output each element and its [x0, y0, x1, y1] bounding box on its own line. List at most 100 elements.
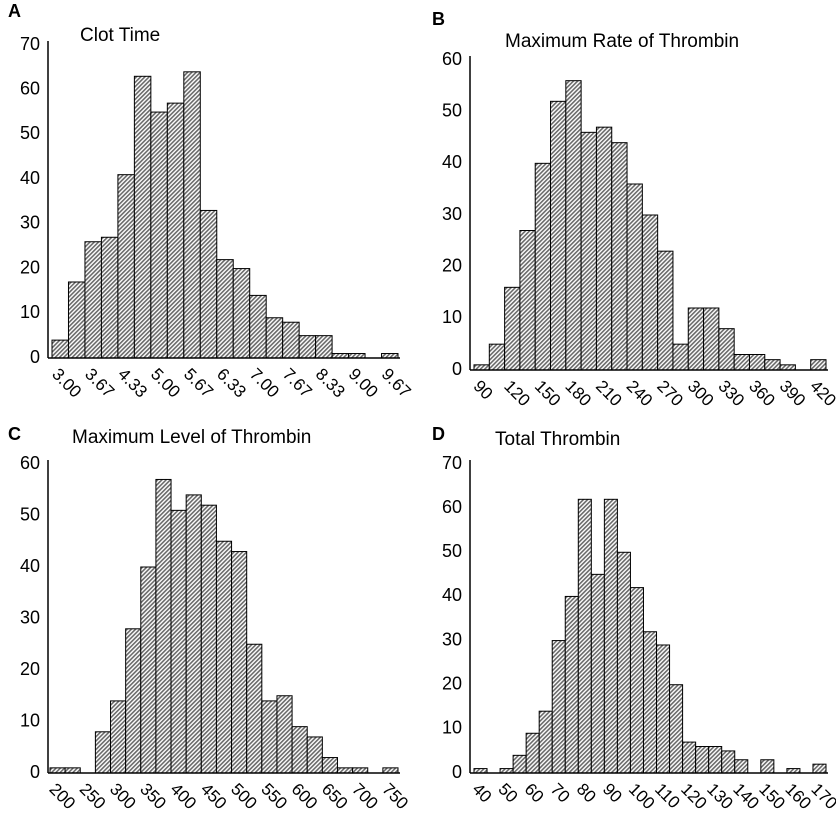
x-tick-label: 140: [729, 780, 762, 813]
bar: [504, 286, 521, 371]
x-tick-label: 400: [167, 780, 200, 813]
x-tick-label: 5.00: [147, 365, 184, 402]
y-tick-label: 10: [442, 718, 462, 738]
y-tick-label: 10: [442, 307, 462, 327]
bar: [170, 509, 187, 774]
bar: [525, 732, 540, 774]
bar: [183, 71, 201, 359]
bar: [249, 294, 267, 359]
bar: [626, 183, 643, 371]
y-tick-label: 10: [20, 710, 40, 730]
bar: [657, 250, 674, 371]
x-tick-label: 80: [573, 780, 600, 807]
x-tick-label: 160: [781, 780, 814, 813]
x-tick-label: 120: [677, 780, 710, 813]
bar: [298, 335, 317, 359]
x-tick-label: 90: [599, 780, 626, 807]
y-tick-label: 60: [442, 49, 462, 69]
bar: [140, 566, 157, 774]
bar: [215, 540, 233, 774]
bar: [733, 354, 750, 371]
y-tick-label: 10: [20, 302, 40, 322]
x-tick-label: 250: [76, 780, 109, 813]
bar: [565, 80, 582, 371]
x-tick-label: 7.00: [246, 365, 283, 402]
bar: [306, 736, 323, 774]
bar: [276, 695, 293, 774]
bar: [336, 767, 354, 774]
bar: [261, 700, 278, 774]
x-tick-label: 50: [495, 780, 522, 807]
bar: [603, 498, 618, 774]
bar: [779, 364, 796, 371]
bar: [84, 241, 102, 359]
chart-title: Maximum Rate of Thrombin: [505, 31, 739, 52]
x-tick-label: 500: [227, 780, 260, 813]
y-tick-label: 50: [442, 541, 462, 561]
x-tick-label: 130: [703, 780, 736, 813]
y-tick-label: 50: [442, 100, 462, 120]
x-tick-label: 150: [755, 780, 788, 813]
bar: [321, 757, 338, 774]
bar: [488, 343, 506, 371]
y-tick-label: 40: [20, 556, 40, 576]
bar: [51, 339, 69, 359]
bar: [519, 230, 536, 371]
x-tick-label: 110: [651, 780, 684, 813]
bar: [580, 131, 597, 371]
x-tick-label: 120: [500, 377, 533, 410]
x-tick-label: 420: [806, 377, 836, 410]
chart-title: Total Thrombin: [495, 429, 620, 450]
bar: [641, 214, 659, 371]
bar: [672, 343, 689, 371]
bar: [534, 162, 552, 371]
bar: [125, 628, 142, 774]
bar: [315, 335, 333, 359]
bar: [656, 644, 671, 774]
y-tick-label: 60: [20, 453, 40, 473]
y-tick-label: 70: [442, 453, 462, 473]
x-tick-label: 60: [521, 780, 548, 807]
x-tick-label: 240: [623, 377, 656, 410]
y-tick-label: 40: [442, 152, 462, 172]
bar: [682, 741, 697, 774]
x-tick-label: 750: [378, 780, 411, 813]
bar: [291, 726, 308, 774]
chart-title: Clot Time: [80, 25, 160, 46]
bar: [199, 209, 218, 359]
bar: [382, 767, 399, 774]
x-tick-label: 700: [348, 780, 381, 813]
bar: [512, 754, 527, 774]
bar: [200, 504, 217, 774]
x-tick-label: 8.33: [312, 365, 349, 402]
bar: [232, 268, 251, 359]
x-tick-label: 100: [625, 780, 658, 813]
x-tick-label: 600: [288, 780, 321, 813]
x-tick-label: 150: [531, 377, 564, 410]
chart-title: Maximum Level of Thrombin: [72, 427, 311, 448]
x-tick-label: 70: [547, 780, 574, 807]
bar: [117, 174, 135, 359]
bar: [100, 236, 119, 359]
bar: [550, 100, 567, 371]
x-tick-label: 4.33: [114, 365, 151, 402]
bar: [734, 759, 749, 774]
bar: [265, 317, 284, 359]
y-tick-label: 0: [452, 762, 462, 782]
x-tick-label: 200: [46, 780, 79, 813]
bar: [748, 354, 766, 371]
y-tick-label: 0: [452, 359, 462, 379]
bar: [216, 259, 234, 359]
bar: [155, 478, 172, 774]
y-tick-label: 30: [20, 213, 40, 233]
bar: [282, 321, 300, 359]
x-tick-label: 210: [592, 377, 625, 410]
x-tick-label: 7.67: [279, 365, 316, 402]
x-tick-label: 300: [106, 780, 139, 813]
x-tick-label: 180: [561, 377, 594, 410]
bar: [49, 767, 66, 774]
bar: [595, 126, 613, 371]
bar: [185, 494, 202, 774]
y-tick-label: 30: [20, 607, 40, 627]
bar: [703, 307, 720, 371]
